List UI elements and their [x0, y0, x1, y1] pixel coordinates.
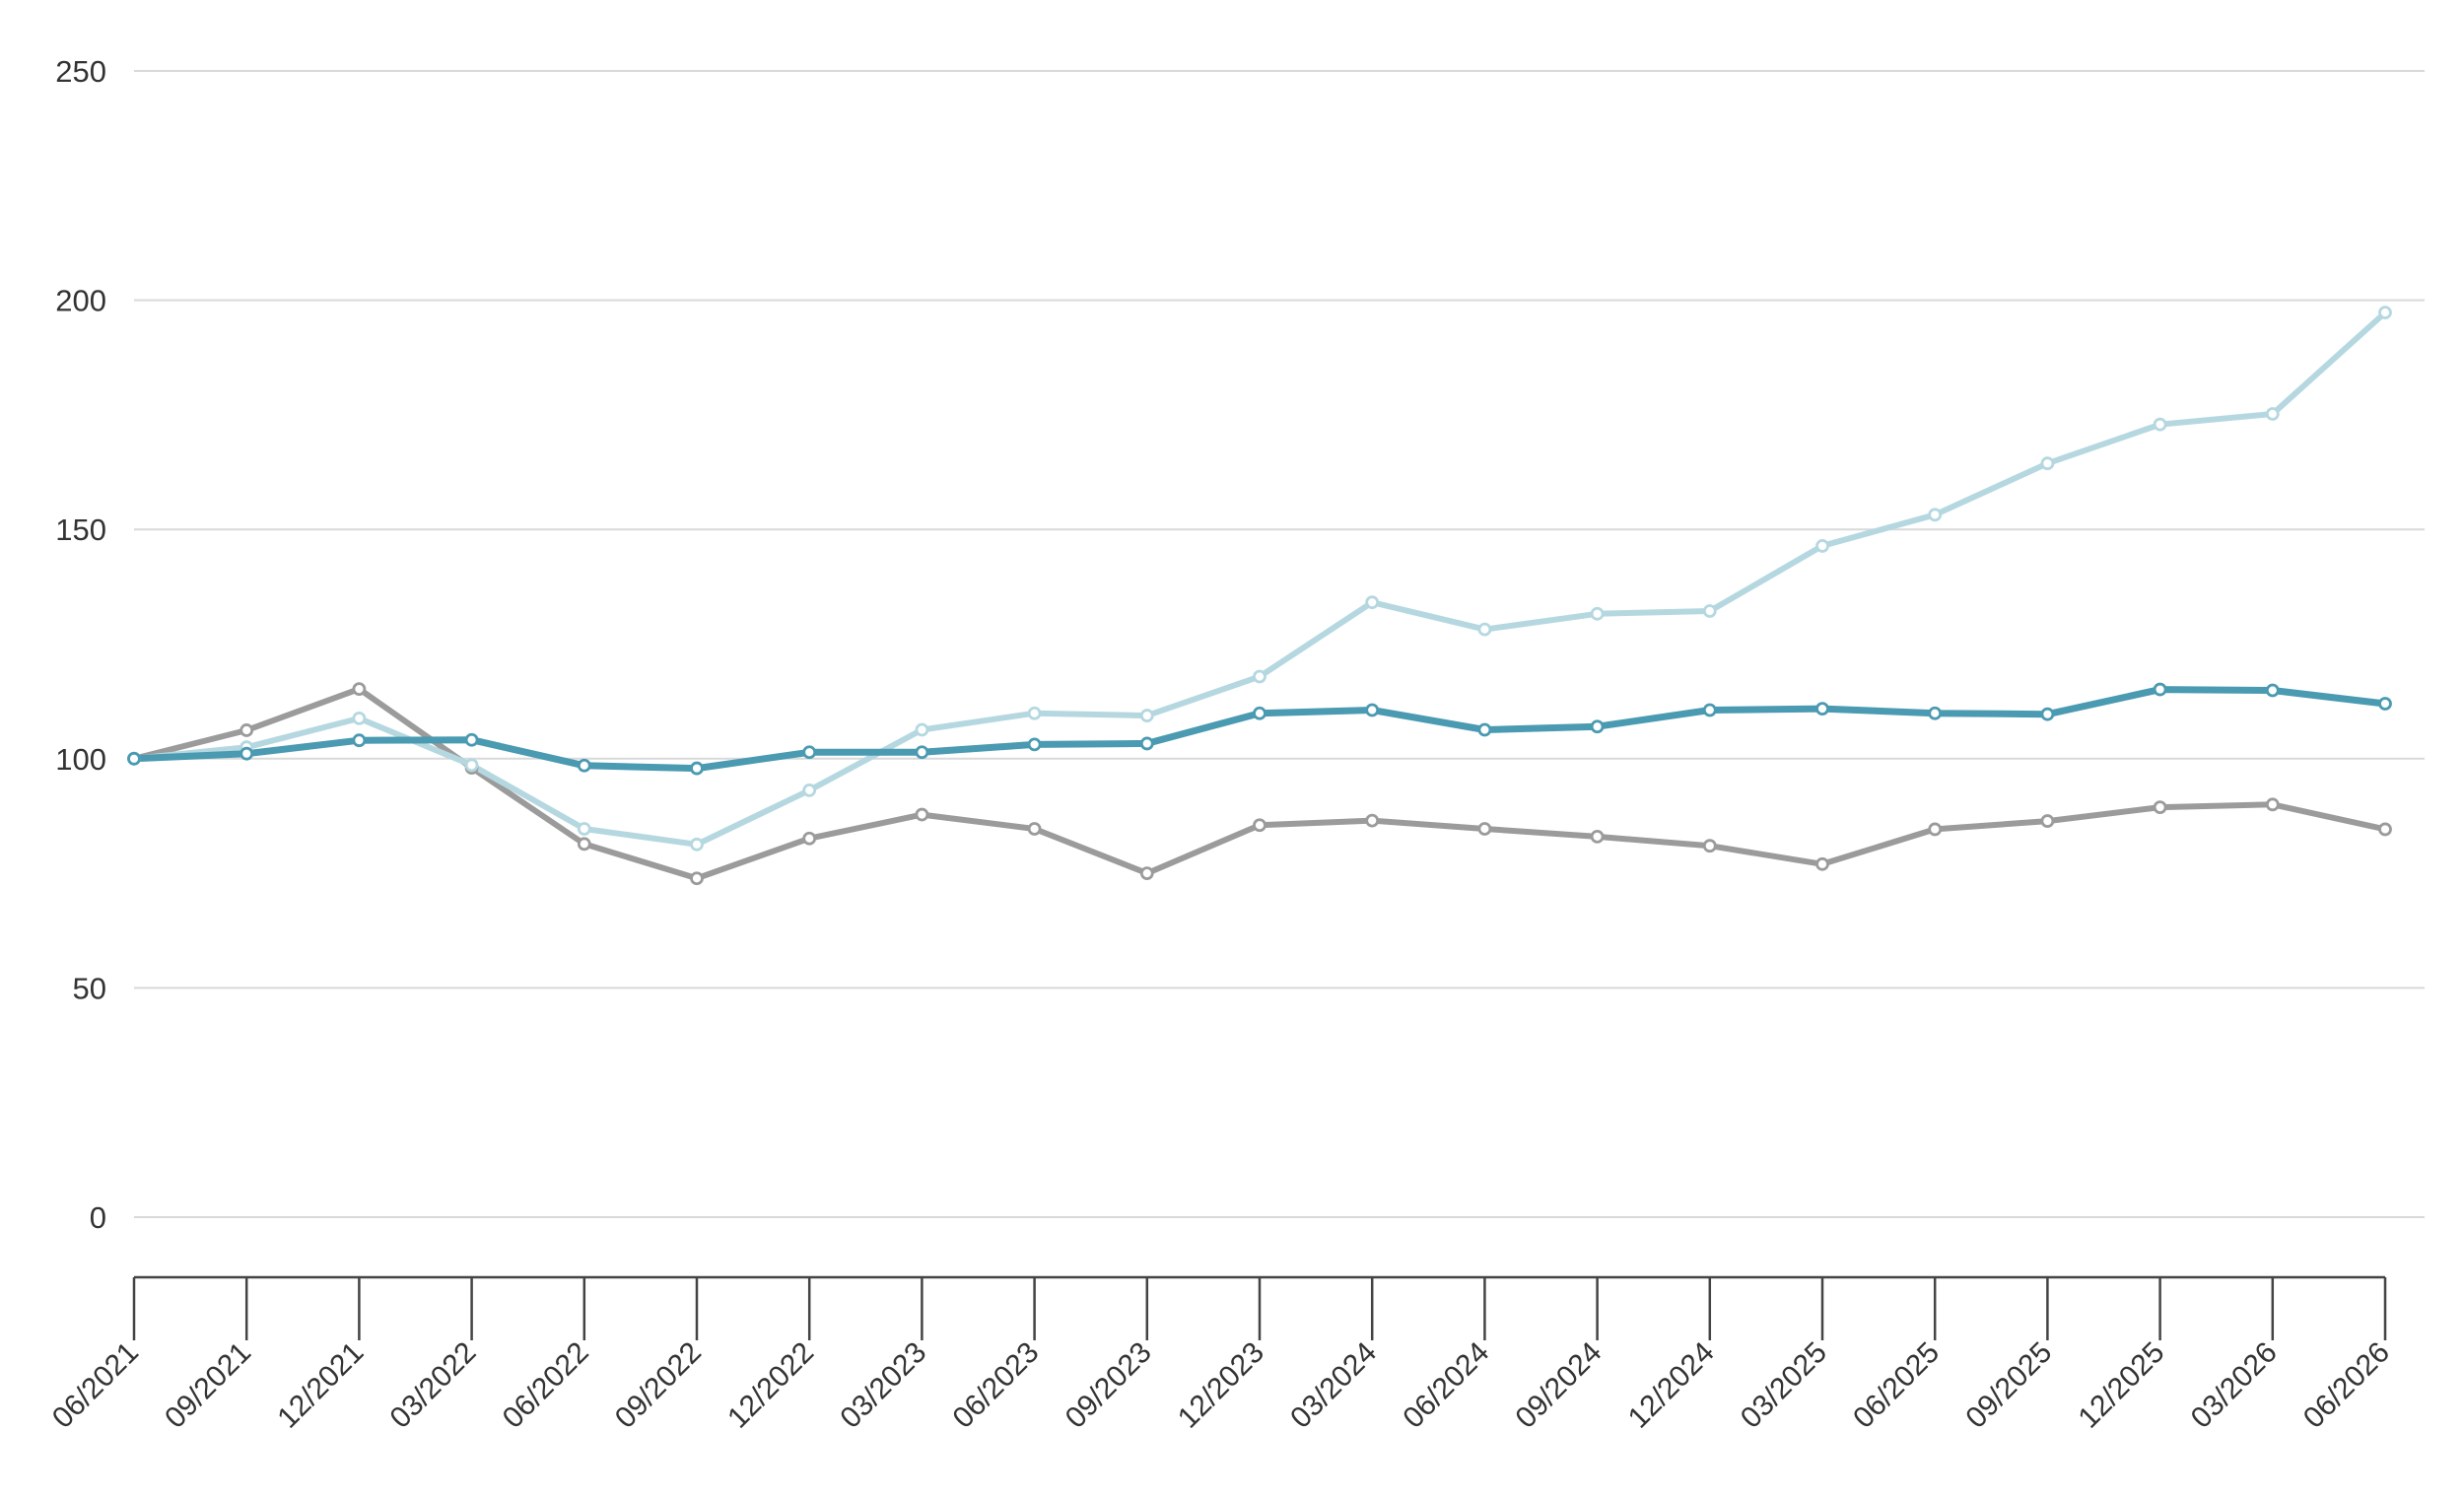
series-1-point-12-2024: [1702, 839, 1717, 853]
series-3-point-12-2021: [352, 733, 367, 748]
y-axis-tick-labels: 0 50 100 150 200 250: [55, 54, 106, 1235]
x-tick-label-09-2025: 09/2025: [1959, 1336, 2058, 1435]
series-2-point-12-2021: [352, 711, 367, 725]
series-3-point-06-2025: [1928, 706, 1943, 720]
series-1-point-06-2022: [577, 837, 591, 852]
x-tick-label-12-2025: 12/2025: [2073, 1336, 2171, 1435]
series-2-point-06-2026: [2378, 306, 2392, 320]
x-tick-label-12-2021: 12/2021: [271, 1336, 370, 1435]
series-1-point-03-2023: [915, 807, 929, 822]
series-2-point-09-2025: [2040, 456, 2055, 471]
series-2-point-06-2022: [577, 822, 591, 836]
series-2-point-06-2025: [1928, 508, 1943, 522]
series-1-point-06-2026: [2378, 822, 2392, 837]
series-3-point-09-2023: [1139, 736, 1154, 751]
series-1-point-03-2026: [2265, 797, 2280, 812]
y-tick-label-50: 50: [73, 971, 106, 1005]
y-tick-label-100: 100: [55, 742, 106, 777]
y-tick-label-150: 150: [55, 512, 106, 547]
series-3-point-06-2023: [1027, 737, 1042, 752]
x-tick-label-03-2024: 03/2024: [1284, 1336, 1383, 1435]
series-3-point-03-2023: [915, 745, 929, 760]
x-tick-label-09-2021: 09/2021: [159, 1336, 257, 1435]
x-tick-label-06-2026: 06/2026: [2297, 1336, 2396, 1435]
series-2-point-06-2023: [1027, 706, 1042, 720]
x-tick-label-12-2024: 12/2024: [1622, 1336, 1721, 1435]
x-axis: 06/2021 09/2021 12/2021 03/2022 06/2022 09/20…: [46, 1275, 2396, 1435]
series-3-point-06-2026: [2378, 697, 2392, 711]
series-3-point-12-2024: [1702, 703, 1717, 717]
series-1-point-09-2023: [1139, 866, 1154, 880]
series-2-point-03-2026: [2265, 407, 2280, 421]
x-tick-label-03-2023: 03/2023: [834, 1336, 932, 1435]
series-2-point-03-2024: [1365, 595, 1380, 610]
x-tick-label-03-2026: 03/2026: [2185, 1336, 2284, 1435]
series-3-point-03-2024: [1365, 703, 1380, 717]
series-1-point-12-2023: [1253, 818, 1266, 833]
series-3-point-03-2026: [2265, 683, 2280, 698]
series-1-point-09-2024: [1590, 829, 1605, 844]
x-tick-label-12-2022: 12/2022: [721, 1336, 820, 1435]
series-1-point-09-2022: [690, 871, 704, 886]
series-3-point-09-2022: [690, 761, 704, 776]
series-1-point-06-2024: [1477, 822, 1492, 836]
series-2-point-09-2022: [690, 837, 704, 852]
x-tick-label-06-2021: 06/2021: [46, 1336, 145, 1435]
series-2-point-03-2023: [915, 722, 929, 737]
y-tick-label-250: 250: [55, 54, 106, 89]
x-tick-label-06-2025: 06/2025: [1847, 1336, 1946, 1435]
series-1-point-12-2025: [2153, 800, 2167, 815]
series-3-point-09-2024: [1590, 719, 1605, 734]
series-1-point-09-2025: [2040, 814, 2055, 828]
y-tick-label-0: 0: [90, 1200, 106, 1235]
series-lines: [130, 309, 2389, 882]
series-3-point-03-2022: [464, 732, 479, 747]
series-2-point-12-2024: [1702, 604, 1717, 618]
series-1-point-12-2021: [352, 682, 367, 696]
x-tick-label-06-2024: 06/2024: [1397, 1336, 1495, 1435]
series-line-3: [130, 686, 2389, 773]
series-1-point-03-2025: [1815, 856, 1829, 871]
y-tick-label-200: 200: [55, 284, 106, 318]
x-tick-label-06-2022: 06/2022: [497, 1336, 595, 1435]
x-tick-label-03-2022: 03/2022: [384, 1336, 483, 1435]
series-2-point-03-2022: [464, 758, 479, 773]
x-tick-label-09-2023: 09/2023: [1060, 1336, 1158, 1435]
series-1-point-06-2023: [1027, 822, 1042, 836]
x-tick-label-09-2022: 09/2022: [609, 1336, 708, 1435]
x-tick-label-09-2024: 09/2024: [1510, 1336, 1608, 1435]
series-2-point-12-2022: [802, 783, 817, 797]
series-3-point-06-2022: [577, 758, 591, 773]
series-3-point-09-2025: [2040, 707, 2055, 721]
series-3-point-12-2023: [1253, 706, 1266, 720]
series-2-point-09-2023: [1139, 709, 1154, 722]
series-2-point-09-2024: [1590, 606, 1605, 621]
series-3-point-06-2021: [127, 751, 141, 766]
x-tick-label-03-2025: 03/2025: [1735, 1336, 1833, 1435]
series-2-point-06-2024: [1477, 622, 1492, 637]
series-1-point-12-2022: [802, 831, 817, 846]
series-2-point-12-2025: [2153, 417, 2167, 432]
series-3-point-12-2025: [2153, 682, 2167, 697]
series-3-point-09-2021: [240, 746, 254, 761]
series-1-point-06-2025: [1928, 822, 1943, 837]
series-3-point-06-2024: [1477, 722, 1492, 737]
series-points: [127, 306, 2392, 886]
series-3-point-12-2022: [802, 745, 817, 760]
x-tick-label-06-2023: 06/2023: [947, 1336, 1046, 1435]
series-2-point-12-2023: [1253, 669, 1266, 684]
series-1-point-03-2024: [1365, 813, 1380, 828]
series-3-point-03-2025: [1815, 702, 1829, 716]
gridlines: [134, 70, 2425, 1218]
x-tick-label-12-2023: 12/2023: [1172, 1336, 1270, 1435]
series-2-point-03-2025: [1815, 539, 1829, 553]
series-1-point-09-2021: [240, 723, 254, 737]
